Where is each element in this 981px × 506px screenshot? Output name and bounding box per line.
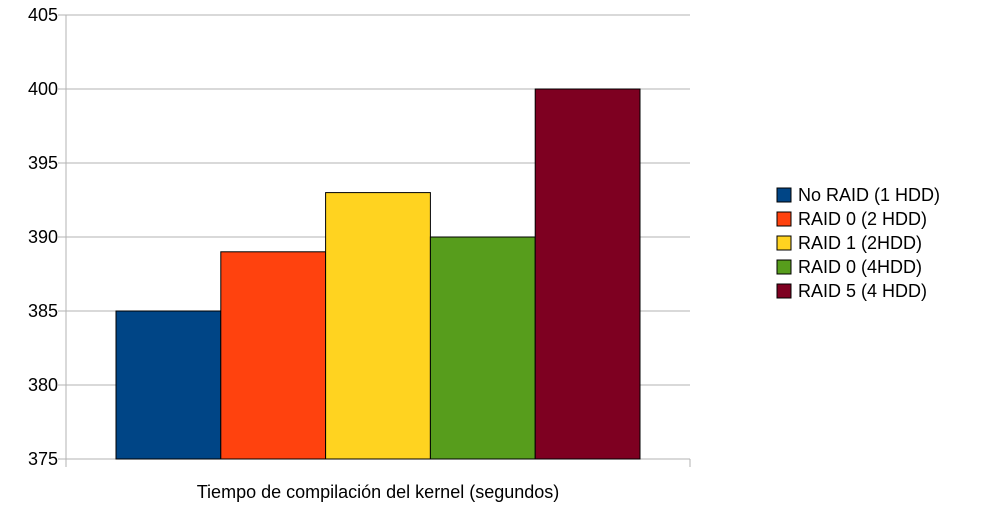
bar-1 (115, 310, 222, 460)
y-tick-label: 390 (28, 227, 58, 247)
bar-4 (429, 236, 536, 460)
legend-swatch (776, 187, 792, 203)
legend-swatch (776, 211, 792, 227)
legend-swatch (776, 235, 792, 251)
y-tick-label: 405 (28, 5, 58, 25)
bar-3 (325, 192, 431, 460)
y-tick-label: 395 (28, 153, 58, 173)
y-tick-label: 375 (28, 449, 58, 469)
legend-label: RAID 0 (2 HDD) (798, 209, 927, 229)
bars (115, 88, 641, 460)
legend-label: RAID 0 (4HDD) (798, 257, 922, 277)
x-axis-label: Tiempo de compilación del kernel (segund… (197, 482, 560, 502)
legend-swatch (776, 259, 792, 275)
y-tick-label: 380 (28, 375, 58, 395)
legend: No RAID (1 HDD) RAID 0 (2 HDD) RAID 1 (2HD… (776, 185, 940, 301)
bar-5 (534, 88, 641, 460)
y-tick-label: 400 (28, 79, 58, 99)
legend-label: No RAID (1 HDD) (798, 185, 940, 205)
y-tick-labels: 375 380 385 390 395 400 405 (28, 5, 58, 469)
legend-label: RAID 5 (4 HDD) (798, 281, 927, 301)
legend-label: RAID 1 (2HDD) (798, 233, 922, 253)
legend-swatch (776, 283, 792, 299)
bar-2 (220, 251, 327, 460)
y-tick-label: 385 (28, 301, 58, 321)
